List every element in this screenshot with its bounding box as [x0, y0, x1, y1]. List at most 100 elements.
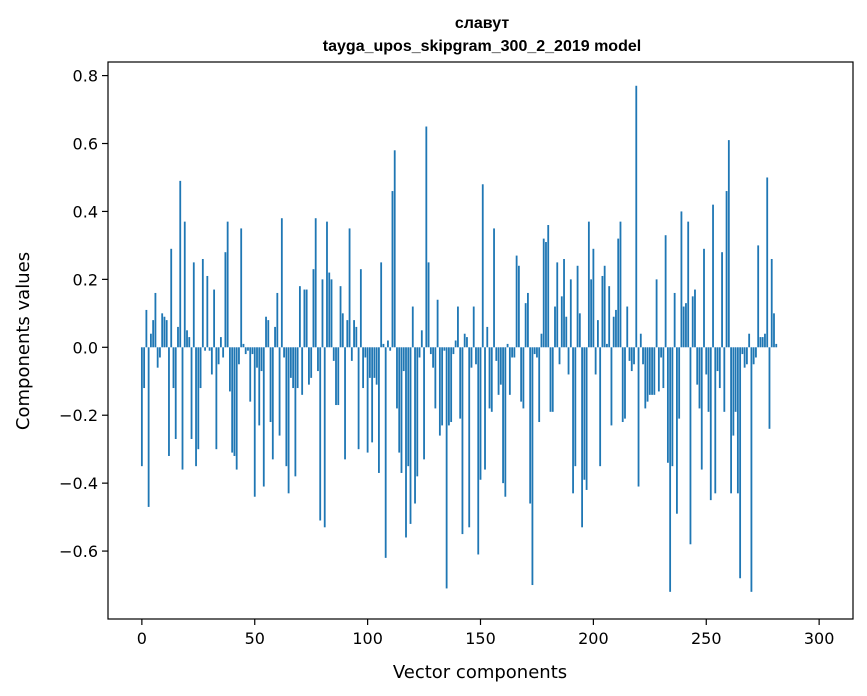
bar-0 — [140, 347, 143, 467]
bar-265 — [739, 347, 742, 579]
bar-251 — [707, 347, 710, 412]
bar-90 — [344, 347, 346, 460]
bar-132 — [438, 347, 441, 436]
y-tick-label: −0.2 — [59, 406, 98, 425]
bar-87 — [337, 347, 340, 406]
bar-259 — [725, 191, 728, 348]
bar-235 — [671, 347, 674, 467]
bar-254 — [714, 347, 717, 494]
bar-222 — [642, 347, 644, 365]
bar-176 — [538, 347, 541, 423]
y-tick-label: 0.0 — [73, 338, 98, 357]
bar-131 — [436, 299, 439, 348]
bar-70 — [298, 286, 301, 348]
bar-210 — [615, 309, 617, 348]
bar-102 — [371, 347, 374, 443]
bar-174 — [533, 347, 536, 355]
bar-205 — [603, 265, 606, 348]
bar-257 — [721, 252, 723, 348]
bar-8 — [159, 347, 161, 358]
bar-203 — [599, 347, 602, 467]
bar-107 — [382, 343, 385, 348]
bar-179 — [545, 242, 547, 348]
bar-277 — [766, 177, 769, 348]
bar-151 — [481, 184, 484, 348]
bar-120 — [411, 306, 414, 348]
bar-195 — [581, 347, 583, 528]
bar-157 — [495, 347, 498, 361]
bar-112 — [393, 150, 396, 348]
bar-42 — [235, 347, 238, 470]
bar-231 — [662, 347, 665, 389]
bar-238 — [678, 347, 681, 419]
bar-168 — [520, 347, 523, 402]
bar-69 — [296, 347, 299, 389]
bar-43 — [238, 347, 240, 365]
bar-25 — [197, 347, 200, 450]
bar-185 — [558, 347, 561, 365]
bar-144 — [466, 337, 468, 348]
bar-73 — [305, 289, 308, 348]
bar-225 — [648, 347, 651, 395]
bar-161 — [504, 347, 507, 497]
bar-276 — [764, 333, 766, 348]
bar-36 — [222, 347, 225, 358]
bar-113 — [396, 347, 398, 409]
bar-68 — [294, 347, 297, 477]
bar-280 — [773, 313, 775, 348]
bar-278 — [768, 347, 771, 429]
bar-108 — [384, 347, 387, 558]
bar-34 — [217, 347, 220, 365]
bar-196 — [583, 347, 586, 480]
bar-173 — [531, 347, 534, 586]
bar-96 — [357, 347, 360, 450]
bar-236 — [673, 292, 676, 348]
bar-233 — [666, 347, 669, 463]
bar-153 — [486, 326, 489, 348]
bar-182 — [551, 347, 554, 412]
bar-26 — [199, 347, 202, 389]
bar-60 — [276, 292, 279, 348]
bar-212 — [619, 221, 622, 348]
bar-224 — [646, 347, 649, 402]
bar-110 — [389, 347, 392, 351]
bar-271 — [752, 347, 755, 365]
bar-56 — [267, 320, 270, 348]
bar-14 — [172, 347, 175, 389]
x-tick-label: 50 — [245, 629, 265, 648]
bar-121 — [414, 347, 416, 504]
bar-138 — [452, 347, 455, 355]
bar-41 — [233, 347, 236, 456]
bar-62 — [280, 218, 283, 348]
bar-239 — [680, 211, 683, 348]
bar-3 — [147, 347, 150, 507]
bar-111 — [391, 191, 394, 348]
bar-189 — [567, 347, 570, 375]
bar-155 — [490, 347, 493, 412]
bar-9 — [161, 313, 164, 348]
bar-201 — [594, 347, 597, 375]
bar-97 — [359, 269, 362, 348]
bar-266 — [741, 347, 744, 355]
bar-241 — [685, 303, 687, 348]
bar-253 — [712, 204, 714, 348]
bar-158 — [497, 347, 500, 395]
bar-54 — [262, 347, 265, 487]
bar-145 — [468, 347, 471, 528]
bar-15 — [174, 347, 177, 439]
bar-23 — [192, 262, 195, 348]
bar-99 — [364, 347, 367, 358]
bar-119 — [409, 347, 412, 524]
bar-116 — [402, 347, 405, 372]
bar-213 — [621, 347, 624, 423]
bar-190 — [569, 279, 572, 348]
bar-177 — [540, 333, 543, 348]
bar-154 — [488, 347, 491, 409]
x-tick-label: 0 — [137, 629, 147, 648]
bar-149 — [477, 347, 480, 555]
bar-269 — [748, 333, 751, 348]
bar-18 — [181, 347, 184, 470]
x-axis-ticks: 0 50 100 150 200 250 300 — [137, 619, 834, 648]
bar-61 — [278, 347, 281, 436]
bar-215 — [626, 306, 629, 348]
